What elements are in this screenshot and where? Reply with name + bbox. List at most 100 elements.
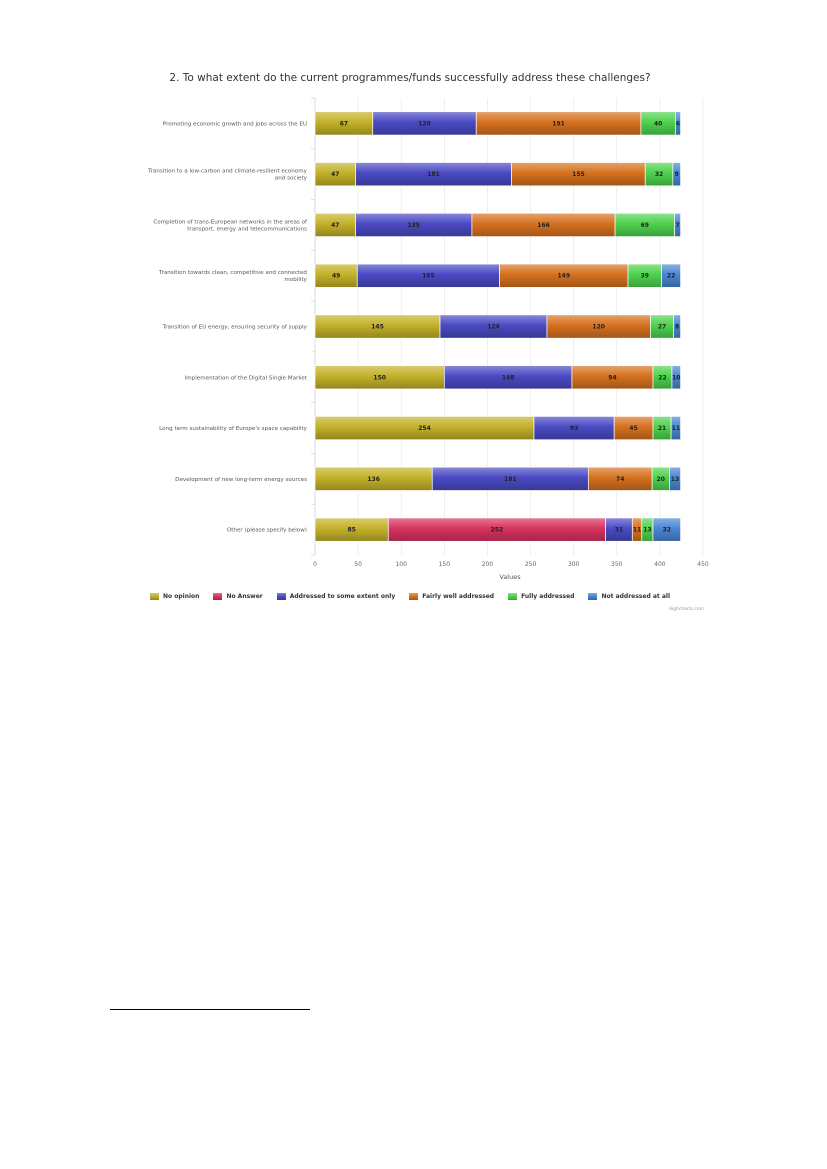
bar-segment xyxy=(673,314,681,339)
x-tick-label: 250 xyxy=(525,561,537,568)
data-label: 7 xyxy=(675,222,679,229)
data-label: 85 xyxy=(347,527,355,534)
data-label: 13 xyxy=(643,527,651,534)
category-label: Completion of trans-European networks in… xyxy=(153,219,308,232)
data-label: 94 xyxy=(608,374,616,381)
legend-swatch xyxy=(213,593,223,600)
category-label: Transition to a low-carbon and climate-r… xyxy=(147,169,308,182)
legend-label: No Answer xyxy=(226,593,263,600)
bar-layer: 67 120 191 40 6 47 181 155 32 94 7 135 166 69 74 9 165 14… xyxy=(314,111,681,542)
legend-item[interactable]: No Answer xyxy=(213,593,263,600)
data-label: 67 xyxy=(340,120,348,127)
bar-segment xyxy=(670,416,681,441)
category-label: Transition of EU energy, ensuring securi… xyxy=(162,325,308,331)
data-label: 120 xyxy=(592,324,605,331)
data-label: 11 xyxy=(672,425,680,432)
legend-swatch xyxy=(409,593,419,600)
data-label: 93 xyxy=(570,425,578,432)
legend-swatch xyxy=(588,593,598,600)
chart-container: 2. To what extent do the current program… xyxy=(110,68,710,618)
data-label: 254 xyxy=(418,425,431,432)
data-label: 11 xyxy=(633,527,641,534)
x-tick-label: 300 xyxy=(568,561,580,568)
data-label: 22 xyxy=(667,273,675,280)
legend-item[interactable]: No opinion xyxy=(150,593,199,600)
legend: No opinion No Answer Addressed to some ext… xyxy=(110,593,710,600)
data-label: 124 xyxy=(487,324,500,331)
legend-swatch xyxy=(508,593,518,600)
data-label: 145 xyxy=(371,324,384,331)
data-label: 39 xyxy=(641,273,649,280)
x-tick-label: 100 xyxy=(395,561,407,568)
data-label: 40 xyxy=(654,120,662,127)
data-label: 6 xyxy=(676,120,680,127)
data-label: 32 xyxy=(663,527,671,534)
category-label: Long term sustainability of Europe's spa… xyxy=(159,426,308,432)
x-tick-label: 0 xyxy=(313,561,317,568)
data-label: 32 xyxy=(655,171,663,178)
data-label: 166 xyxy=(537,222,550,229)
data-label: 155 xyxy=(572,171,585,178)
data-label: 13 xyxy=(671,476,679,483)
data-label: 136 xyxy=(367,476,380,483)
data-label: 49 xyxy=(332,273,340,280)
data-label: 47 xyxy=(331,222,339,229)
data-label: 21 xyxy=(658,425,666,432)
bar-segment xyxy=(674,212,681,237)
category-label: Other (please specify below) xyxy=(227,528,307,534)
legend-item[interactable]: Fairly well addressed xyxy=(409,593,494,600)
bar-segment xyxy=(661,263,681,288)
x-tick-label: 400 xyxy=(654,561,666,568)
legend-label: Fairly well addressed xyxy=(422,593,495,600)
data-label: 8 xyxy=(675,324,679,331)
x-tick-label: 450 xyxy=(697,561,709,568)
legend-item[interactable]: Addressed to some extent only xyxy=(276,593,396,600)
legend-item[interactable]: Not addressed at all xyxy=(588,593,670,600)
legend-label: Fully addressed xyxy=(521,593,575,600)
bar-segment xyxy=(671,365,681,390)
data-label: 9 xyxy=(675,171,679,178)
data-label: 252 xyxy=(491,527,504,534)
legend-swatch xyxy=(276,593,286,600)
bar-segment xyxy=(675,111,681,136)
x-tick-label: 50 xyxy=(354,561,362,568)
x-axis-title: Values xyxy=(499,573,521,581)
x-tick-label: 350 xyxy=(611,561,623,568)
category-label: Implementation of the Digital Single Mar… xyxy=(185,375,308,381)
chart-title: 2. To what extent do the current program… xyxy=(169,72,651,84)
chart-plot: 67 120 191 40 6 47 181 155 32 94 7 135 166 69 74 9 165 14… xyxy=(147,97,709,581)
bar-segment xyxy=(669,466,681,491)
data-label: 135 xyxy=(407,222,420,229)
data-label: 148 xyxy=(502,374,515,381)
legend-swatch xyxy=(150,593,159,600)
category-label: Development of new long-term energy sour… xyxy=(175,477,307,483)
x-tick-label: 200 xyxy=(482,561,494,568)
data-label: 181 xyxy=(504,476,517,483)
data-label: 191 xyxy=(552,120,565,127)
data-label: 10 xyxy=(672,374,680,381)
data-label: 20 xyxy=(657,476,665,483)
footnote-separator xyxy=(110,1009,310,1010)
category-labels: Promoting economic growth and jobs acros… xyxy=(147,121,308,533)
legend-label: Addressed to some extent only xyxy=(289,593,396,600)
x-tick-label: 150 xyxy=(439,561,451,568)
data-label: 120 xyxy=(418,120,431,127)
data-label: 22 xyxy=(658,374,666,381)
bar-segment xyxy=(672,162,681,187)
data-label: 31 xyxy=(615,527,623,534)
data-label: 165 xyxy=(422,273,435,280)
category-label: Transition towards clean, competitive an… xyxy=(158,270,308,283)
legend-item[interactable]: Fully addressed xyxy=(508,593,574,600)
bar-segment xyxy=(652,517,681,542)
data-label: 74 xyxy=(616,476,624,483)
legend-label: Not addressed at all xyxy=(601,593,670,600)
data-label: 45 xyxy=(629,425,637,432)
data-label: 181 xyxy=(427,171,440,178)
data-label: 150 xyxy=(373,374,386,381)
x-axis-ticks: 0 50 100 150 200 250 300 350 400 450 xyxy=(313,561,709,568)
data-label: 69 xyxy=(641,222,649,229)
category-label: Promoting economic growth and jobs acros… xyxy=(163,121,307,127)
legend-label: No opinion xyxy=(163,593,200,600)
data-label: 27 xyxy=(658,324,666,331)
credits-text: Highcharts.com xyxy=(668,607,704,612)
